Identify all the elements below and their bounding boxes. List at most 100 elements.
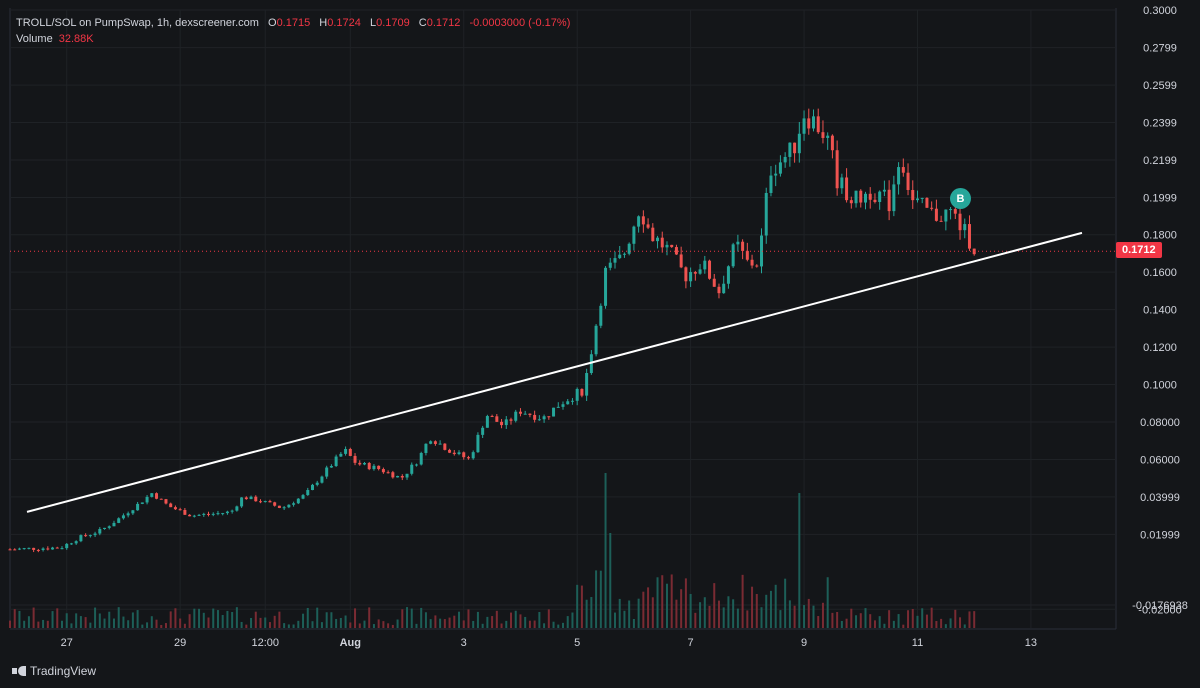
- candle-body: [731, 244, 735, 267]
- candle-body: [32, 547, 36, 550]
- y-tick-label: 0.2799: [1143, 43, 1177, 55]
- volume-bar: [18, 610, 21, 628]
- volume-bar: [826, 577, 829, 628]
- tradingview-brand[interactable]: TradingView: [12, 664, 96, 678]
- buy-marker[interactable]: B: [950, 188, 972, 210]
- candle-body: [183, 509, 187, 515]
- volume-bar: [60, 620, 63, 628]
- candle-body: [287, 504, 291, 508]
- candle-body: [249, 496, 253, 500]
- y-tick-label: 0.1600: [1143, 267, 1177, 279]
- volume-bar: [855, 615, 858, 628]
- candle-body: [202, 513, 206, 515]
- volume-bar: [510, 612, 513, 628]
- candle-body: [514, 411, 518, 421]
- x-tick-label: 5: [574, 637, 580, 649]
- volume-bar: [387, 623, 390, 628]
- candle-body: [320, 476, 324, 483]
- volume-bar: [79, 616, 82, 628]
- low-value: 0.1709: [376, 17, 410, 29]
- candle-body: [665, 244, 669, 248]
- volume-bar: [892, 620, 895, 628]
- candle-body: [41, 548, 45, 551]
- candle-body: [225, 511, 229, 514]
- volume-bar: [150, 616, 153, 628]
- volume-bar: [264, 617, 267, 628]
- volume-bar: [911, 608, 914, 628]
- y-tick-label: 0.2599: [1143, 80, 1177, 92]
- volume-bar: [642, 591, 645, 628]
- candle-body: [410, 464, 414, 474]
- volume-bar: [254, 611, 257, 628]
- candle-body: [518, 411, 522, 414]
- candle-body: [651, 227, 655, 242]
- candle-body: [816, 116, 820, 133]
- volume-bar: [888, 610, 891, 628]
- y-tick-label: 0.1400: [1143, 305, 1177, 317]
- candle-body: [953, 209, 957, 214]
- volume-bar: [363, 620, 366, 628]
- candle-body: [329, 465, 333, 468]
- open-label: O: [268, 17, 277, 29]
- volume-bar: [562, 622, 564, 628]
- candle-body: [367, 462, 371, 470]
- volume-bar: [198, 608, 201, 628]
- volume-bar: [944, 624, 947, 628]
- candle-body: [712, 278, 716, 287]
- candle-body: [509, 419, 513, 421]
- volume-bar: [339, 617, 342, 628]
- candle-body: [221, 513, 225, 515]
- candle-body: [405, 473, 409, 478]
- volume-bar: [429, 619, 432, 628]
- candle-body: [934, 208, 938, 221]
- volume-bar: [311, 621, 314, 628]
- volume-bar: [287, 624, 290, 628]
- time-axis[interactable]: 27 29 12:00 Aug 3 5 7 9 11 13: [61, 637, 1037, 649]
- volume-bar: [727, 596, 730, 628]
- candle-body: [646, 224, 650, 228]
- x-tick-label: 27: [61, 637, 73, 649]
- y-tick-label: 0.2399: [1143, 118, 1177, 130]
- volume-bar: [202, 612, 205, 628]
- candle-body: [112, 522, 116, 527]
- candle-body: [897, 167, 901, 185]
- candle-body: [627, 243, 631, 254]
- candle-body: [552, 407, 556, 417]
- volume-bar: [358, 623, 361, 628]
- x-tick-label: 3: [461, 637, 467, 649]
- candle-body: [944, 209, 948, 222]
- candle-body: [310, 484, 314, 491]
- candle-body: [693, 272, 697, 274]
- volume-bar: [873, 620, 876, 628]
- candle-body: [835, 150, 839, 189]
- price-axis[interactable]: 0.3000 0.2799 0.2599 0.2399 0.2199 0.1999 0.18…: [1132, 5, 1188, 616]
- volume-bar: [240, 621, 243, 628]
- volume-bar: [746, 610, 749, 628]
- y-tick-label: 0.1000: [1143, 380, 1177, 392]
- candle-body: [103, 527, 107, 530]
- candle-body: [471, 452, 475, 459]
- candle-body: [362, 462, 366, 465]
- volume-bar: [141, 624, 144, 628]
- candle-body: [812, 116, 816, 129]
- candle-body: [192, 515, 196, 517]
- y-tick-label: 0.1999: [1143, 192, 1177, 204]
- candle-body: [263, 501, 267, 503]
- candle-body: [188, 514, 192, 517]
- volume-bar: [836, 611, 839, 628]
- candle-body: [84, 535, 88, 537]
- candle-body: [315, 482, 319, 485]
- candle-body: [764, 192, 768, 236]
- volume-bar: [221, 615, 224, 628]
- candle-body: [911, 190, 915, 201]
- candle-body: [939, 220, 943, 222]
- candle-body: [400, 475, 404, 478]
- candle-body: [126, 513, 130, 516]
- volume-bar: [344, 615, 347, 628]
- candle-body: [736, 241, 740, 245]
- volume-bar: [599, 570, 602, 628]
- trend-line[interactable]: [26, 231, 1083, 513]
- candle-body: [391, 472, 395, 478]
